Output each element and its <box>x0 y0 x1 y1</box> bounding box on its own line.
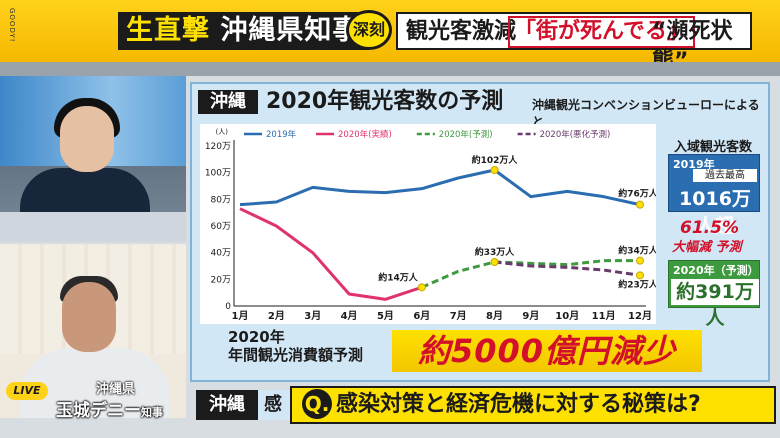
guest-name-caption: 玉城デニー知事 <box>56 396 163 421</box>
question-text: 感染対策と経済危機に対する秘策は? <box>336 392 701 417</box>
data-label: 約34万人 <box>618 245 656 257</box>
x-tick-label: 11月 <box>592 310 616 322</box>
series-line <box>239 207 423 301</box>
guest-prefecture: 沖縄県 <box>96 382 136 397</box>
headline-box: 観光客激減 「街が死んでる」 “瀕死状態” <box>396 12 752 74</box>
x-tick-label: 6月 <box>413 310 430 322</box>
legend-label: 2019年 <box>266 129 297 140</box>
panel-title: 2020年観光客数の予測 <box>266 89 504 114</box>
x-tick-label: 2月 <box>268 310 285 322</box>
host-face <box>60 106 114 172</box>
bottom-tag-tail: 感 <box>258 390 292 420</box>
stat-2019-year: 2019年 <box>673 158 715 171</box>
data-point-marker <box>636 271 644 280</box>
consumption-label: 2020年 年間観光消費額予測 <box>228 328 363 364</box>
x-tick-label: 8月 <box>486 310 503 322</box>
legend-label: 2020年(実績) <box>338 129 392 140</box>
top-banner: GOODY! 生直撃 沖縄県知事 深刻 観光客激減 「街が死んでる」 “瀕死状態… <box>0 0 780 74</box>
data-label: 約76万人 <box>618 188 656 200</box>
stat-2019-value: 1016万人超 <box>679 188 751 237</box>
y-unit-label: (人) <box>216 128 229 136</box>
series-line <box>421 259 640 289</box>
stat-2020-value: 約391万人 <box>671 279 759 329</box>
line-chart: (人) 0 20万 40万 60万 80万 100万 120万 1月 2月 3月 4月 5月 6月 7月 8月… <box>205 128 659 322</box>
x-tick-label: 10月 <box>555 310 579 322</box>
data-label: 約14万人 <box>378 271 419 283</box>
percent-drop: 61.5% <box>680 218 739 238</box>
bottom-tag: 沖縄 <box>196 390 258 420</box>
y-tick-label: 20万 <box>211 275 231 285</box>
headline-part-a: 観光客激減 <box>406 19 517 44</box>
data-point-marker <box>490 258 499 266</box>
studio-video <box>0 76 186 242</box>
y-tick-label: 100万 <box>205 169 231 179</box>
x-tick-label: 7月 <box>450 310 467 322</box>
data-label: 約33万人 <box>475 246 516 258</box>
guest-name: 玉城デニー <box>56 401 141 421</box>
legend-label: 2020年(悪化予測) <box>540 129 611 140</box>
data-point-marker <box>490 166 499 174</box>
governor-body <box>20 348 170 418</box>
data-point-marker <box>417 283 426 292</box>
segment-badge: 生直撃 沖縄県知事 <box>118 12 369 50</box>
y-tick-label: 0 <box>225 302 231 312</box>
data-label: 約23万人 <box>618 278 656 290</box>
stats-title: 入域観光客数 <box>673 140 752 155</box>
chart-panel: 沖縄 2020年観光客数の予測 沖縄観光コンベンションビューローによると (人)… <box>190 82 770 382</box>
percent-drop-label: 大幅減 予測 <box>672 240 742 255</box>
stat-box-2020: 2020年（予測） 約391万人 <box>668 260 760 329</box>
data-point-marker <box>636 200 644 209</box>
q-mark: Q. <box>302 389 332 419</box>
channel-logo: GOODY! <box>8 8 16 43</box>
series-line <box>494 260 641 277</box>
legend-label: 2020年(予測) <box>439 129 493 140</box>
panel-tag: 沖縄 <box>198 90 258 114</box>
studio-desk <box>0 212 186 242</box>
governor-face <box>62 282 116 352</box>
x-tick-label: 3月 <box>304 310 321 322</box>
consumption-value: 約5000億円減少 <box>392 330 702 372</box>
consumption-year: 2020年 <box>228 328 285 346</box>
y-tick-label: 120万 <box>205 142 231 152</box>
x-tick-label: 4月 <box>341 310 358 322</box>
x-tick-label: 9月 <box>522 310 539 322</box>
deep-dive-badge: 深刻 <box>346 10 392 50</box>
y-tick-label: 80万 <box>211 195 231 205</box>
x-tick-label: 5月 <box>377 310 394 322</box>
data-label: 約102万人 <box>472 154 519 166</box>
live-badge: LIVE <box>6 382 48 400</box>
stat-2019-note: 過去最高 <box>693 169 757 182</box>
guest-title: 知事 <box>141 406 163 419</box>
plot-area: (人) 0 20万 40万 60万 80万 100万 120万 1月 2月 3月 4月 5月 6月 7月 8月… <box>200 124 659 324</box>
question-bar: Q. 感染対策と経済危機に対する秘策は? <box>290 386 776 424</box>
y-tick-label: 40万 <box>211 249 231 259</box>
segment-name: 沖縄県知事 <box>220 15 361 46</box>
divider-strip <box>0 62 780 76</box>
x-tick-label: 1月 <box>232 310 249 322</box>
stat-2020-year: 2020年（予測） <box>673 264 759 277</box>
x-tick-label: 12月 <box>628 310 652 322</box>
headline-part-b: 「街が死んでる」 <box>508 16 695 48</box>
data-point-marker <box>636 256 644 265</box>
segment-prefix: 生直撃 <box>126 15 210 46</box>
y-tick-label: 60万 <box>211 222 231 232</box>
series-line <box>239 168 641 207</box>
stat-box-2019: 2019年 過去最高 1016万人超 <box>668 154 760 237</box>
consumption-caption: 年間観光消費額予測 <box>228 346 364 364</box>
